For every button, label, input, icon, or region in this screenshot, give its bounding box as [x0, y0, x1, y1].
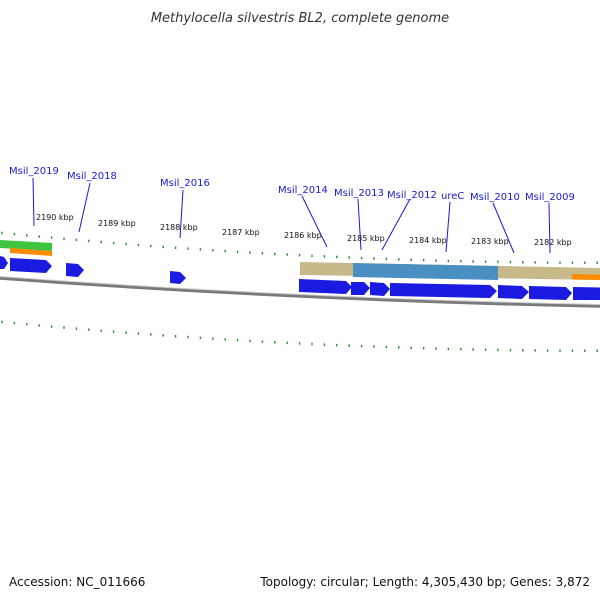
gene-arrow[interactable] [529, 286, 572, 300]
scale-label: 2182 kbp [534, 238, 572, 247]
scale-label: 2189 kbp [98, 219, 136, 228]
gene-arrow[interactable] [170, 271, 186, 284]
genome-backbone-highlight [0, 276, 600, 305]
cog-track [0, 240, 600, 280]
gene-arrow[interactable] [10, 258, 52, 273]
scale-label: 2183 kbp [471, 237, 509, 246]
gene-label-msil-2009[interactable]: Msil_2009 [525, 192, 575, 203]
map-title: Methylocella silvestris BL2, complete ge… [151, 11, 449, 26]
gene-arrow[interactable] [390, 283, 497, 298]
leader-line [301, 195, 328, 248]
leader-line [548, 202, 551, 254]
gene-labels: Msil_2019 Msil_2018 Msil_2016 Msil_2014 … [9, 166, 575, 203]
gene-label-urec[interactable]: ureC [441, 191, 464, 202]
gene-arrow[interactable] [370, 282, 390, 296]
gene-arrow[interactable] [0, 256, 8, 269]
scale-label: 2187 kbp [222, 228, 260, 237]
cog-bar-orange-left [10, 248, 52, 256]
gene-label-msil-2013[interactable]: Msil_2013 [334, 188, 384, 199]
scale-label: 2186 kbp [284, 231, 322, 240]
leader-line [32, 177, 35, 227]
genome-summary-text: Topology: circular; Length: 4,305,430 bp… [259, 575, 590, 589]
gene-arrow[interactable] [351, 282, 370, 295]
leader-line [179, 189, 184, 239]
gene-label-msil-2018[interactable]: Msil_2018 [67, 171, 117, 182]
scale-label: 2188 kbp [160, 223, 198, 232]
gene-arrow[interactable] [573, 287, 600, 300]
scale-ticks-lower [1, 320, 598, 352]
gene-arrow[interactable] [66, 263, 84, 277]
leader-line [381, 198, 411, 251]
scale-label: 2190 kbp [36, 213, 74, 222]
genome-backbone [0, 276, 600, 308]
gene-label-msil-2010[interactable]: Msil_2010 [470, 192, 520, 203]
cog-bar-orange-right [572, 274, 600, 280]
scale-label: 2184 kbp [409, 236, 447, 245]
cog-bar-steelblue [353, 263, 498, 280]
gene-label-msil-2014[interactable]: Msil_2014 [278, 185, 328, 196]
gene-label-msil-2016[interactable]: Msil_2016 [160, 178, 210, 189]
gene-label-leaders [32, 177, 551, 254]
scale-label: 2185 kbp [347, 234, 385, 243]
gene-arrow[interactable] [299, 279, 352, 294]
gene-label-msil-2019[interactable]: Msil_2019 [9, 166, 59, 177]
gene-label-msil-2012[interactable]: Msil_2012 [387, 190, 437, 201]
accession-text: Accession: NC_011666 [9, 575, 145, 589]
leader-line [492, 202, 515, 254]
leader-line [78, 182, 91, 233]
scale-ticks-upper [1, 231, 598, 264]
leader-line [357, 198, 362, 251]
gene-arrow[interactable] [498, 285, 529, 299]
scale-labels: 2190 kbp 2189 kbp 2188 kbp 2187 kbp 2186… [36, 213, 572, 247]
leader-line [445, 201, 451, 253]
gene-track [0, 256, 600, 300]
